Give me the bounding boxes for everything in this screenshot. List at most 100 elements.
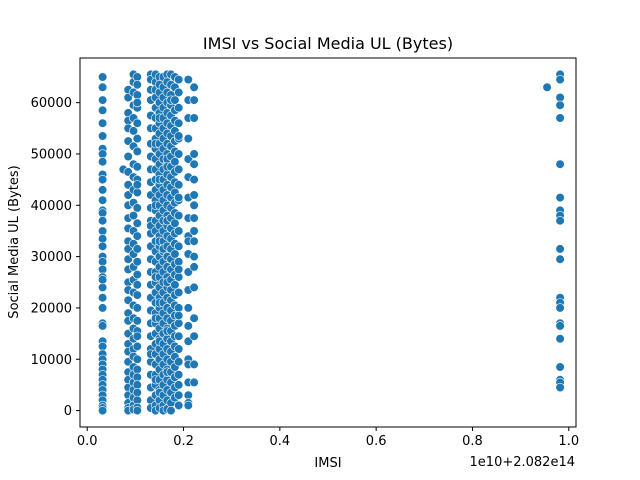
data-point — [183, 400, 193, 411]
data-point — [132, 270, 142, 280]
data-point — [174, 193, 184, 203]
data-point — [174, 370, 184, 380]
data-point — [189, 213, 199, 223]
data-point — [189, 252, 199, 262]
data-point — [97, 216, 108, 226]
data-point — [555, 100, 565, 110]
data-point — [183, 267, 193, 277]
data-point — [174, 400, 184, 411]
data-point — [189, 331, 199, 341]
data-point — [166, 406, 176, 416]
data-point — [97, 185, 108, 195]
y-tick-label: 60000 — [31, 96, 72, 111]
data-point — [97, 82, 108, 92]
data-point — [97, 208, 108, 218]
data-point — [132, 244, 142, 254]
data-point — [132, 331, 142, 341]
data-point — [174, 74, 184, 85]
data-point — [555, 334, 565, 344]
data-point — [189, 175, 199, 185]
data-point — [183, 154, 193, 164]
data-point — [174, 118, 184, 128]
data-point — [97, 275, 108, 285]
data-point — [132, 364, 142, 375]
data-point — [97, 303, 108, 313]
data-point — [123, 151, 133, 162]
data-point — [132, 303, 142, 313]
data-point — [132, 372, 142, 382]
x-axis-label: IMSI — [314, 456, 341, 471]
data-point — [132, 290, 142, 300]
data-point — [97, 72, 108, 82]
data-point — [97, 264, 108, 275]
data-point — [170, 249, 180, 259]
data-point — [555, 193, 565, 203]
data-point — [189, 236, 199, 246]
data-point — [97, 195, 108, 205]
data-point — [189, 190, 199, 200]
data-point — [132, 80, 142, 90]
data-point — [132, 97, 142, 108]
data-point — [97, 175, 108, 185]
data-point — [97, 149, 108, 159]
data-point — [170, 218, 180, 228]
data-point — [174, 380, 184, 390]
data-point — [183, 74, 193, 85]
data-point — [170, 157, 180, 167]
data-point — [132, 146, 142, 156]
data-point — [189, 113, 199, 123]
data-point — [189, 200, 199, 210]
data-point — [189, 262, 199, 272]
data-point — [97, 293, 108, 303]
data-point — [189, 82, 199, 92]
data-point — [132, 341, 142, 352]
plot-frame — [79, 57, 577, 428]
data-point — [132, 406, 142, 416]
y-axis-label: Social Media UL (Bytes) — [7, 165, 22, 318]
data-point — [97, 282, 108, 293]
data-point — [97, 157, 108, 167]
data-point — [555, 159, 565, 169]
data-point — [183, 336, 193, 346]
data-point — [174, 357, 184, 367]
y-tick-label: 50000 — [31, 147, 72, 162]
data-point — [174, 257, 184, 267]
data-point — [132, 134, 142, 144]
data-point — [132, 280, 142, 290]
data-point — [132, 231, 142, 241]
data-point — [132, 162, 142, 172]
y-tick-label: 30000 — [31, 250, 72, 265]
data-point — [97, 257, 108, 267]
data-point — [174, 311, 184, 321]
data-point — [97, 105, 108, 115]
data-point — [97, 226, 108, 236]
data-point — [174, 318, 184, 328]
x-offset-label: 1e10+2.082e14 — [470, 455, 575, 470]
data-point — [555, 382, 565, 393]
data-point — [189, 149, 199, 159]
data-point — [555, 254, 565, 264]
data-point — [174, 303, 184, 313]
data-point — [132, 203, 142, 213]
data-point — [170, 95, 180, 105]
data-point — [132, 316, 142, 326]
data-point — [128, 126, 139, 136]
data-point — [174, 226, 184, 236]
data-point — [174, 287, 184, 298]
data-point — [174, 241, 184, 251]
data-point — [189, 95, 199, 105]
x-tick-label: 0.0 — [77, 434, 98, 449]
data-point — [183, 390, 193, 400]
data-point — [132, 354, 142, 364]
y-tick-label: 0 — [64, 404, 72, 419]
data-point — [542, 82, 552, 92]
data-point — [174, 103, 184, 113]
y-axis-ticks: 0 10000 20000 30000 40000 50000 60000 — [31, 96, 80, 419]
data-point — [189, 159, 199, 169]
data-point — [174, 164, 184, 174]
x-axis-ticks: 0.0 0.2 0.4 0.6 0.8 1.0 — [77, 427, 579, 449]
data-point — [97, 118, 108, 128]
y-tick-label: 10000 — [31, 353, 72, 368]
data-point — [174, 272, 184, 282]
